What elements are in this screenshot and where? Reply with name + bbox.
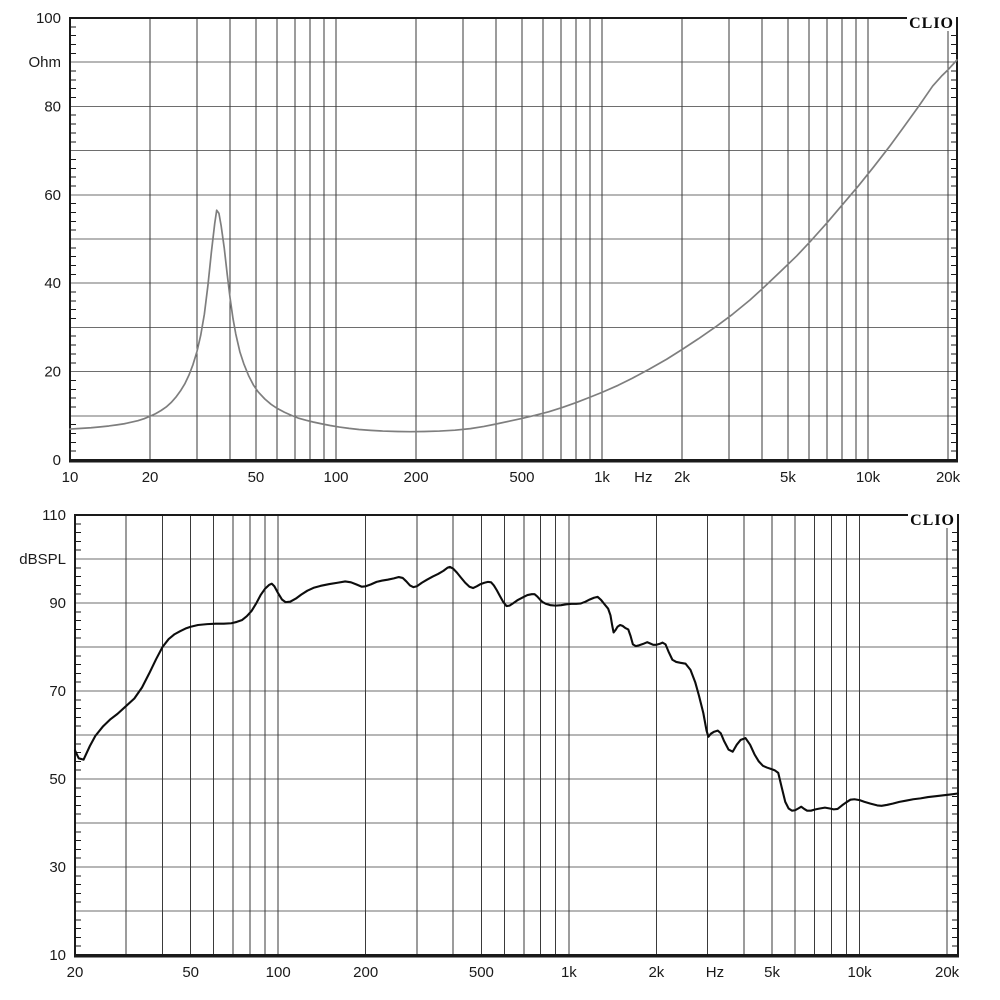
y-tick-labels: 10 30 50 70 90 110 (42, 507, 66, 964)
x-tick-label: 2k (648, 964, 664, 981)
x-tick-label: 500 (509, 469, 534, 486)
y-tick-label: 10 (49, 947, 66, 964)
x-tick-label: 50 (248, 469, 265, 486)
spl-chart: 10 30 50 70 90 110 dBSPL 20 50 100 200 500 1k 2k Hz 5k 1… (19, 507, 959, 981)
impedance-curve (69, 59, 958, 433)
vertical-grid (149, 18, 949, 460)
y-tick-label: 30 (49, 859, 66, 876)
x-tick-label: 2k (674, 469, 690, 486)
x-tick-label: 10k (847, 964, 872, 981)
x-tick-label: 500 (469, 964, 494, 981)
x-tick-label: 20 (67, 964, 84, 981)
y-tick-label: 80 (44, 98, 61, 115)
y-tick-label: 110 (42, 507, 66, 524)
x-tick-label: 200 (353, 964, 378, 981)
y-tick-label: 100 (36, 10, 61, 27)
x-tick-label: 100 (323, 469, 348, 486)
vertical-grid (125, 515, 948, 955)
y-tick-label: 20 (44, 364, 61, 381)
spl-response-curve (73, 565, 959, 812)
clio-logo-impedance: CLIO (907, 15, 956, 32)
x-tick-label: 5k (764, 964, 780, 981)
y-tick-label: 50 (49, 771, 66, 788)
x-tick-label: 10k (856, 469, 881, 486)
x-tick-label: 20k (936, 469, 961, 486)
x-tick-label: 20 (142, 469, 159, 486)
x-tick-label: 1k (594, 469, 610, 486)
clio-logo-spl: CLIO (908, 512, 957, 529)
x-tick-label: Hz (706, 964, 724, 981)
x-tick-label: 20k (935, 964, 960, 981)
x-tick-labels: 10 20 50 100 200 500 1k Hz 2k 5k 10k 20k (62, 469, 961, 486)
y-tick-label: 60 (44, 187, 61, 204)
y-tick-label: 40 (44, 275, 61, 292)
y-tick-label: 70 (49, 683, 66, 700)
horizontal-grid (75, 558, 958, 912)
x-tick-labels: 20 50 100 200 500 1k 2k Hz 5k 10k 20k (67, 964, 960, 981)
y-unit-label: Ohm (28, 54, 61, 71)
x-tick-label: 200 (404, 469, 429, 486)
x-tick-label: 10 (62, 469, 79, 486)
x-tick-label: 5k (780, 469, 796, 486)
y-tick-label: 90 (49, 595, 66, 612)
x-tick-label: 100 (266, 964, 291, 981)
x-tick-label: 1k (561, 964, 577, 981)
x-tick-label: Hz (634, 469, 652, 486)
x-tick-label: 50 (182, 964, 199, 981)
y-tick-label: 0 (53, 452, 61, 469)
y-tick-labels: 0 20 40 60 80 100 (36, 10, 61, 469)
horizontal-grid (70, 61, 957, 417)
y-unit-label: dBSPL (19, 551, 66, 568)
